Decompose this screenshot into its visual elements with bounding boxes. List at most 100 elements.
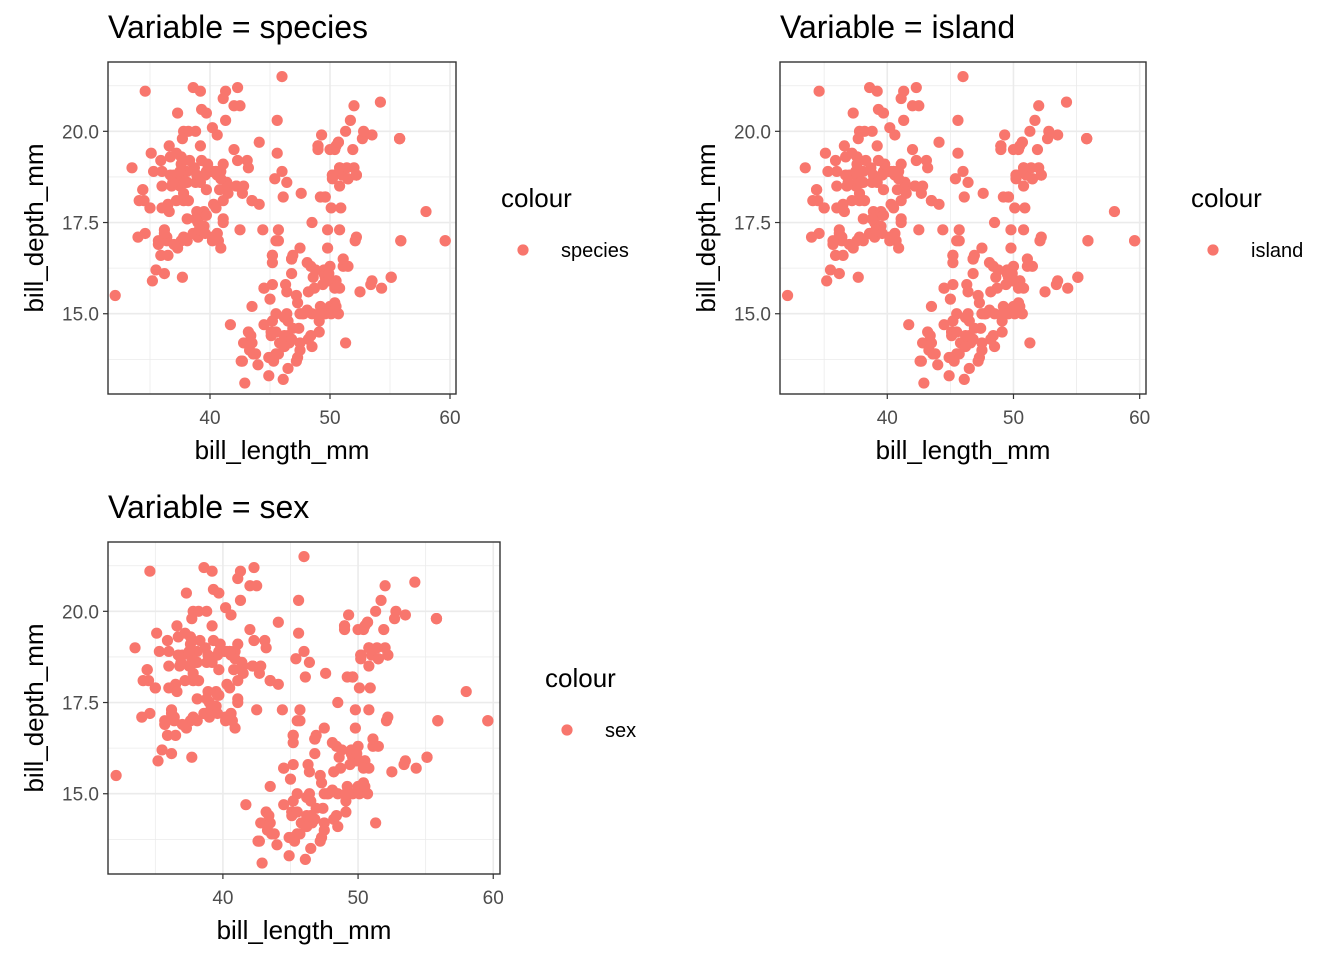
data-point (184, 638, 197, 650)
data-point (155, 154, 167, 167)
data-point (286, 333, 298, 345)
data-point (313, 326, 325, 338)
data-point (271, 839, 283, 851)
data-point (1082, 235, 1094, 247)
data-point (967, 268, 979, 280)
data-point (838, 140, 850, 152)
data-point (350, 169, 362, 181)
data-point (432, 715, 444, 727)
data-point (895, 195, 907, 207)
data-point (1010, 173, 1022, 185)
data-point (985, 286, 997, 298)
data-point (278, 340, 290, 353)
data-point (151, 627, 163, 639)
data-point (1017, 224, 1030, 236)
data-point (303, 766, 316, 778)
data-point (357, 762, 370, 774)
data-point (152, 755, 164, 767)
data-point (336, 744, 348, 756)
data-point (188, 656, 201, 669)
data-point (361, 616, 374, 628)
data-point (937, 224, 949, 236)
data-point (1052, 129, 1064, 141)
data-point (156, 744, 168, 756)
x-tick-label: 60 (483, 888, 504, 909)
data-point (799, 162, 811, 174)
facet-title: Variable = island (780, 9, 1015, 45)
data-point (842, 176, 854, 188)
data-point (385, 271, 397, 283)
data-point (343, 609, 355, 621)
data-point (301, 304, 313, 316)
data-point (364, 682, 376, 694)
data-point (1043, 125, 1055, 137)
data-point (156, 180, 168, 192)
data-point (350, 231, 362, 243)
data-point (877, 209, 890, 221)
data-point (196, 154, 208, 167)
data-point (819, 147, 832, 159)
data-point (1012, 282, 1025, 294)
data-point (876, 227, 888, 240)
data-point (871, 176, 883, 188)
data-point (781, 289, 794, 302)
data-point (843, 238, 856, 251)
data-point (266, 315, 278, 327)
data-point (320, 667, 332, 679)
legend-title: colour (501, 183, 572, 213)
data-point (872, 154, 885, 167)
y-tick-label: 15.0 (62, 785, 99, 806)
data-point (310, 264, 322, 276)
data-point (224, 682, 236, 694)
data-point (176, 718, 188, 731)
data-point (923, 344, 935, 356)
data-point (1062, 282, 1074, 294)
data-point (148, 165, 160, 178)
data-point (340, 125, 352, 137)
data-point (1033, 100, 1045, 112)
legend-title: colour (1191, 183, 1262, 213)
x-tick-label: 50 (347, 888, 368, 909)
data-point (847, 107, 859, 119)
data-point (240, 799, 252, 811)
data-point (344, 114, 356, 126)
data-point (325, 202, 337, 214)
data-point (207, 583, 220, 596)
data-point (1024, 337, 1036, 349)
data-point (270, 326, 282, 338)
data-point (372, 653, 384, 665)
data-point (213, 689, 225, 701)
data-point (167, 176, 179, 188)
panel-border (107, 541, 501, 875)
data-point (813, 85, 825, 97)
data-point (294, 715, 306, 727)
data-point (932, 359, 944, 371)
x-tick-label: 50 (319, 408, 340, 429)
data-point (1031, 143, 1044, 156)
data-point (305, 842, 317, 855)
data-point (379, 580, 391, 592)
data-point (995, 140, 1007, 152)
data-point (976, 242, 988, 254)
data-point (277, 373, 289, 386)
data-points (109, 70, 451, 389)
data-point (199, 227, 211, 240)
x-tick-label: 40 (877, 408, 898, 429)
data-point (895, 216, 907, 229)
data-point (852, 271, 864, 283)
data-point (957, 165, 969, 178)
data-point (962, 286, 974, 298)
data-point (996, 326, 1008, 338)
data-point (972, 289, 984, 302)
data-point (866, 125, 878, 137)
data-point (295, 187, 307, 199)
data-point (158, 268, 170, 280)
data-point (999, 129, 1011, 141)
y-axis-title: bill_depth_mm (19, 623, 49, 792)
data-point (194, 634, 206, 647)
data-point (272, 224, 284, 236)
data-point (132, 231, 144, 243)
data-point (194, 85, 206, 97)
data-point (264, 675, 276, 687)
data-point (281, 176, 293, 188)
